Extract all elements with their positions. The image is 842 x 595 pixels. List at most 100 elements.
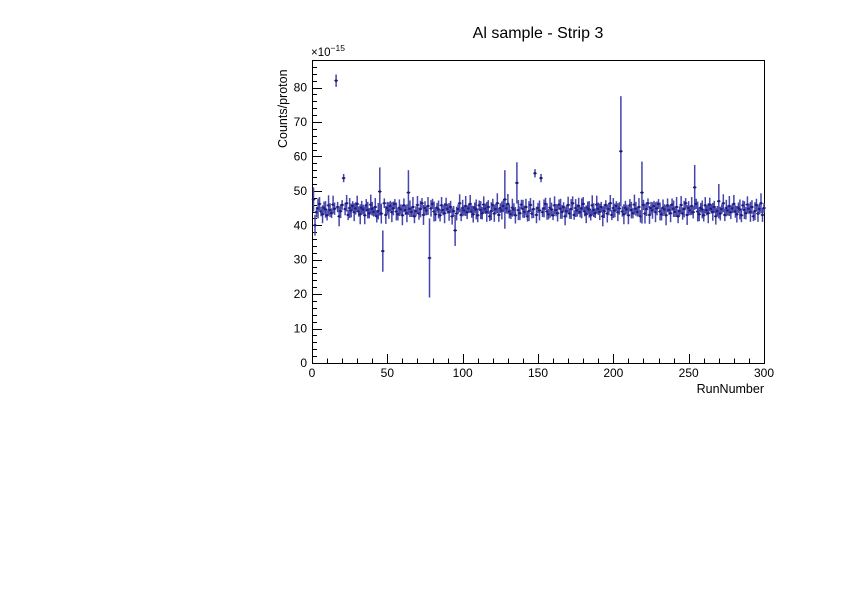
data-point-marker [529, 203, 532, 207]
data-point-marker [342, 177, 345, 180]
data-point-marker [437, 208, 440, 211]
data-point-marker [707, 212, 710, 215]
data-point-marker [592, 209, 595, 212]
data-point-marker [586, 206, 589, 209]
data-point-marker [667, 209, 671, 212]
data-point-marker [372, 210, 375, 213]
data-point-marker [621, 210, 624, 213]
data-point-marker [396, 213, 399, 216]
data-point-marker [532, 207, 535, 211]
data-point-marker [369, 203, 372, 206]
data-point-marker [530, 212, 534, 215]
data-point-marker [698, 213, 701, 216]
y-axis-tick-label: 50 [294, 184, 308, 198]
data-point-marker [622, 213, 625, 216]
data-point-marker [554, 209, 558, 212]
data-point-marker [550, 208, 553, 211]
data-point-marker [446, 207, 449, 210]
data-point-marker [603, 210, 606, 213]
data-point-marker [508, 210, 511, 213]
data-point-marker [598, 210, 601, 213]
data-point-marker [631, 212, 635, 215]
data-point-marker [460, 213, 463, 217]
data-point-marker [315, 211, 318, 214]
data-point-marker [420, 202, 424, 205]
data-point-marker [655, 207, 659, 210]
data-point-marker [375, 215, 378, 218]
data-point-marker [515, 181, 519, 185]
data-point-marker [643, 212, 647, 215]
data-point-marker [362, 208, 365, 211]
data-point-marker [547, 213, 550, 216]
data-point-marker [527, 210, 531, 213]
data-point-marker [318, 202, 321, 206]
data-point-marker [634, 207, 638, 210]
data-point-marker [518, 212, 522, 215]
data-point-marker [711, 210, 714, 213]
data-point-marker [487, 205, 490, 209]
data-point-marker [502, 204, 505, 208]
data-point-marker [619, 150, 622, 153]
x-axis-tick-label: 300 [754, 366, 774, 380]
data-point-marker [588, 208, 591, 211]
data-point-marker [702, 214, 705, 217]
data-point-marker [651, 209, 654, 212]
data-point-marker [472, 213, 475, 216]
data-point-marker [758, 207, 761, 211]
chart-title: Al sample - Strip 3 [472, 25, 604, 42]
data-point-marker [687, 206, 690, 210]
data-point-marker [675, 205, 678, 209]
data-point-marker [749, 210, 752, 213]
data-point-marker [389, 204, 392, 208]
data-point-marker [448, 210, 451, 213]
data-point-marker [606, 212, 609, 215]
data-point-marker [470, 210, 473, 213]
data-point-marker [338, 215, 341, 218]
data-point-marker [607, 207, 610, 211]
data-point-marker [484, 207, 487, 210]
data-point-marker [399, 208, 402, 211]
data-point-marker [500, 209, 503, 212]
data-point-marker [384, 213, 387, 217]
data-point-marker [443, 212, 446, 215]
data-point-marker [692, 211, 695, 214]
data-point-marker [435, 206, 439, 209]
data-point-marker [735, 213, 738, 216]
data-point-marker [395, 210, 398, 213]
data-point-marker [359, 213, 362, 216]
data-point-marker [417, 212, 421, 215]
data-point-marker [661, 206, 665, 209]
data-point-marker [325, 214, 329, 217]
data-point-marker [686, 213, 689, 217]
data-point-marker [488, 215, 491, 218]
data-point-marker [434, 213, 437, 216]
data-point-marker [627, 214, 630, 217]
data-point-marker [562, 205, 565, 209]
data-point-marker [561, 210, 564, 213]
data-point-marker [669, 212, 672, 215]
data-point-marker [494, 207, 497, 211]
data-point-marker [579, 211, 582, 214]
data-point-marker [324, 208, 327, 211]
data-point-marker [339, 210, 342, 213]
y-axis-tick-label: 30 [294, 253, 308, 267]
data-point-marker [701, 208, 704, 211]
x-axis-tick-label: 50 [381, 366, 395, 380]
data-point-marker [616, 211, 619, 214]
data-point-marker [657, 202, 660, 206]
y-axis-tick-label: 60 [294, 149, 308, 163]
y-axis-tick-label: 10 [294, 322, 308, 336]
data-point-marker [729, 211, 732, 214]
data-point-marker [478, 204, 481, 207]
data-point-marker [723, 213, 726, 217]
data-point-marker [441, 209, 445, 212]
data-point-marker [316, 207, 320, 210]
data-point-marker [625, 208, 628, 211]
data-point-marker [499, 206, 502, 210]
data-point-marker [705, 209, 708, 212]
data-point-marker [624, 206, 627, 209]
data-point-marker [589, 214, 592, 217]
data-point-marker [509, 213, 512, 216]
